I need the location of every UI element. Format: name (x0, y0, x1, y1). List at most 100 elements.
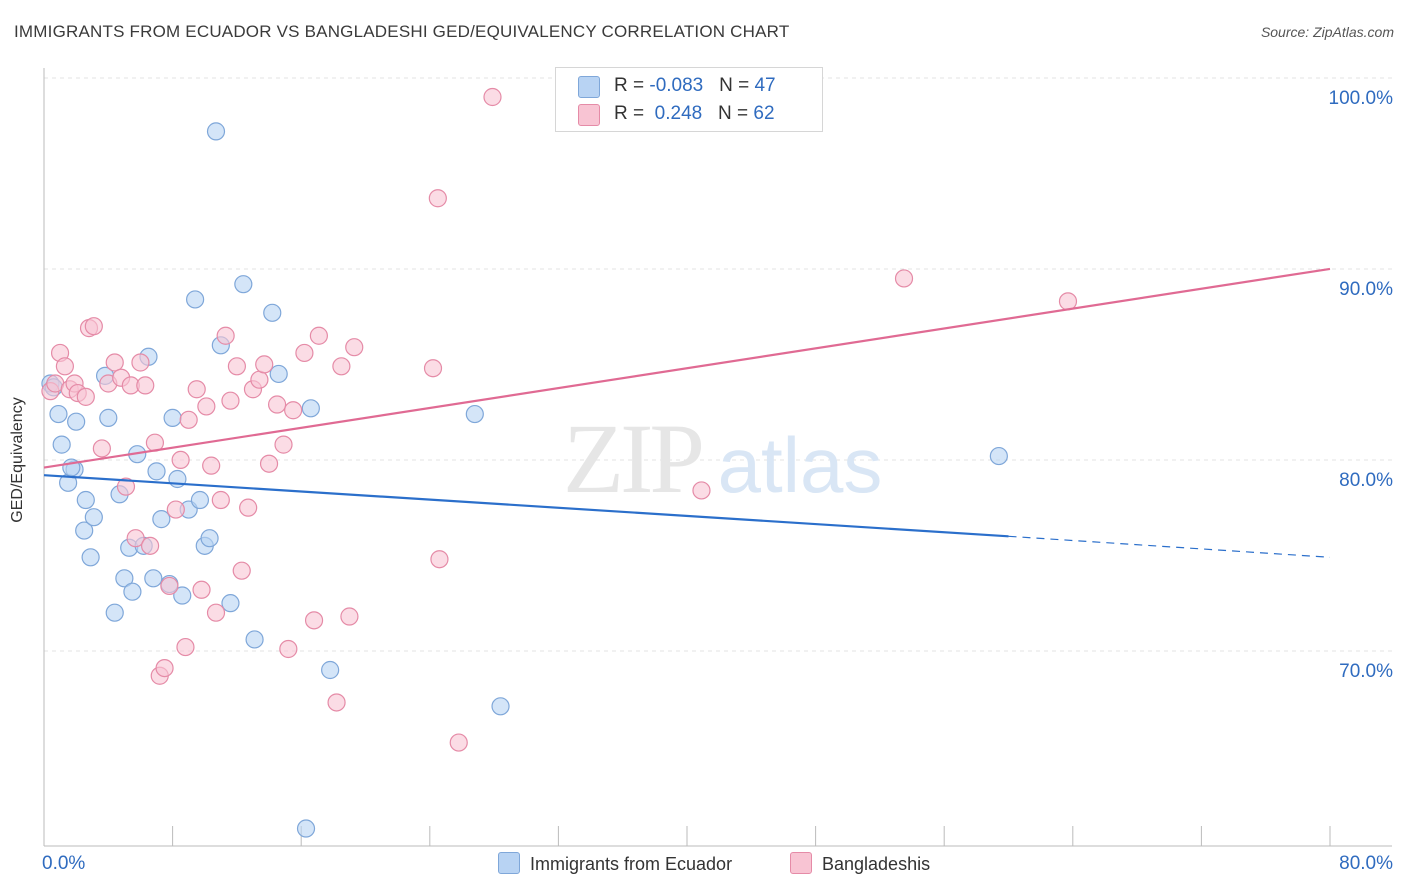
data-point (55, 357, 74, 376)
data-point (269, 364, 288, 384)
data-point (81, 548, 100, 567)
data-point (126, 529, 145, 548)
data-point (166, 500, 185, 519)
data-point (200, 529, 219, 548)
data-point (206, 122, 226, 141)
data-point (259, 454, 279, 473)
data-point (49, 404, 68, 424)
data-point (52, 435, 71, 454)
data-point (75, 521, 94, 540)
y-tick-label: 90.0% (1339, 279, 1393, 300)
legend-r-label: R = (614, 103, 650, 124)
legend: R = -0.083 N = 47 R = 0.248 N = 62 (555, 67, 823, 132)
source-label: Source: ZipAtlas.com (1260, 24, 1394, 40)
x-tick-label: 0.0% (42, 853, 85, 874)
data-point (84, 508, 103, 527)
bottom-legend-label: Bangladeshis (822, 854, 931, 874)
data-point (144, 569, 163, 588)
data-point (84, 317, 103, 336)
data-point (160, 576, 179, 596)
data-point (76, 387, 95, 406)
data-point (176, 637, 195, 657)
data-point (152, 510, 171, 529)
trend-line-ecuador (43, 474, 1009, 538)
trend-line-bangladeshis (43, 267, 1331, 469)
data-point (140, 536, 160, 555)
trend-lines (43, 267, 1331, 558)
data-point (216, 326, 235, 345)
data-point (105, 603, 124, 622)
data-point (192, 580, 211, 599)
data-point (186, 290, 205, 309)
data-point (250, 370, 269, 389)
data-point (115, 569, 134, 588)
watermark-atlas: atlas (718, 421, 883, 509)
data-point (116, 477, 136, 496)
legend-n-label: N = (719, 75, 755, 96)
legend-n-value: 47 (754, 75, 776, 96)
legend-swatch-pink (578, 104, 600, 126)
data-point (155, 658, 174, 678)
data-point (449, 733, 468, 752)
data-point (301, 399, 320, 418)
data-point (232, 561, 251, 580)
tick-labels: 70.0% 80.0% 90.0% 100.0% 0.0% 80.0% (42, 88, 1393, 874)
data-point (340, 607, 359, 626)
data-point (296, 819, 316, 838)
series-bangladeshis (41, 87, 1078, 752)
legend-swatch-pink (790, 852, 812, 874)
data-point (430, 550, 449, 569)
data-point (202, 456, 221, 475)
data-point (332, 357, 351, 376)
data-point (428, 189, 447, 208)
data-point (123, 582, 142, 601)
data-point (221, 594, 240, 613)
data-point (197, 397, 216, 416)
data-point (221, 391, 240, 410)
data-point (304, 611, 324, 630)
y-tick-label: 80.0% (1339, 470, 1393, 491)
data-point (187, 380, 206, 399)
data-point (67, 412, 86, 431)
y-tick-label: 70.0% (1339, 661, 1393, 682)
legend-r-value: -0.083 (649, 75, 704, 96)
data-point (491, 697, 510, 716)
data-point (190, 490, 210, 510)
legend-swatch-blue (578, 76, 600, 98)
data-point (309, 326, 328, 345)
legend-swatch-blue (498, 852, 520, 874)
legend-r-value: 0.248 (649, 103, 703, 124)
chart-title: IMMIGRANTS FROM ECUADOR VS BANGLADESHI G… (14, 22, 790, 41)
data-point (163, 408, 182, 427)
data-point (227, 357, 246, 376)
data-point (136, 376, 155, 395)
legend-r-label: R = (614, 75, 650, 96)
bottom-legend-bangladeshis: Bangladeshis (790, 852, 930, 875)
data-point (131, 353, 150, 372)
data-point (327, 693, 346, 712)
data-point (179, 410, 198, 429)
data-point (423, 359, 443, 378)
data-point (295, 343, 314, 363)
x-tick-label: 80.0% (1339, 853, 1393, 874)
data-point (692, 481, 711, 500)
data-point (92, 439, 111, 458)
data-point (274, 435, 293, 454)
watermark-zip: ZIP (563, 403, 701, 514)
data-point (255, 355, 274, 374)
bottom-legend-label: Immigrants from Ecuador (530, 854, 733, 874)
data-point (263, 303, 282, 322)
watermark: ZIP atlas (563, 403, 882, 514)
data-point (267, 395, 287, 414)
data-point (234, 275, 253, 294)
data-point (105, 353, 124, 372)
trend-line-ecuador-projection (1008, 535, 1331, 558)
data-point (171, 450, 190, 469)
data-point (245, 630, 264, 649)
data-point (279, 639, 298, 659)
bottom-legend-ecuador: Immigrants from Ecuador (498, 852, 732, 875)
data-point (284, 401, 303, 420)
data-point (321, 660, 340, 680)
data-point (211, 490, 230, 510)
